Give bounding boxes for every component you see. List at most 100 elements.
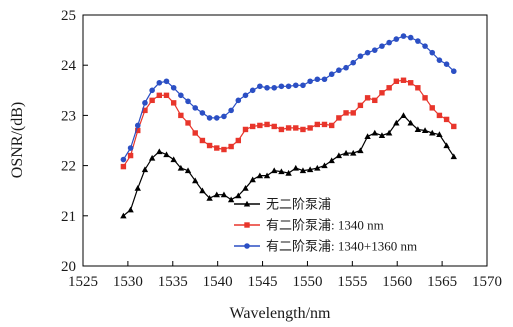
- x-tick-label: 1530: [113, 274, 143, 290]
- data-point: [163, 151, 170, 158]
- data-point: [407, 119, 414, 126]
- data-point: [415, 85, 421, 91]
- data-point: [192, 130, 198, 136]
- data-point: [278, 126, 285, 133]
- data-point: [271, 84, 278, 91]
- data-point: [127, 152, 134, 159]
- data-point: [306, 166, 314, 173]
- data-point: [443, 142, 450, 149]
- data-point: [357, 147, 364, 154]
- data-point: [292, 82, 299, 89]
- data-point: [213, 191, 220, 198]
- data-point: [264, 121, 270, 128]
- plot-border: [82, 14, 488, 267]
- data-point: [149, 97, 155, 104]
- data-point: [321, 121, 328, 128]
- y-tick-label: 21: [61, 209, 76, 225]
- data-point: [335, 152, 343, 159]
- data-point: [127, 145, 134, 151]
- x-tick-label: 1570: [472, 274, 502, 290]
- data-point: [228, 107, 234, 114]
- data-point: [156, 148, 163, 155]
- data-point: [120, 156, 127, 163]
- data-point: [156, 79, 163, 86]
- data-point: [364, 49, 371, 56]
- data-point: [379, 43, 385, 49]
- data-point: [206, 142, 213, 149]
- data-point: [256, 172, 264, 179]
- data-point: [135, 127, 141, 134]
- data-point: [343, 64, 349, 71]
- data-point: [314, 121, 321, 128]
- x-tick-label: 1540: [203, 274, 233, 290]
- data-point: [421, 127, 429, 134]
- data-point: [350, 149, 357, 156]
- legend-item-1: 有二阶泵浦: 1340 nm: [234, 218, 384, 233]
- data-point: [134, 122, 141, 129]
- data-point: [249, 123, 256, 130]
- data-point: [451, 123, 457, 130]
- data-point: [385, 129, 393, 136]
- legend-item-0: 无二阶泵浦: [234, 197, 331, 212]
- legend-label: 有二阶泵浦: 1340+1360 nm: [266, 239, 417, 254]
- data-point: [148, 154, 156, 161]
- data-point: [422, 95, 428, 101]
- legend-label: 有二阶泵浦: 1340 nm: [266, 218, 384, 233]
- data-point: [206, 115, 213, 121]
- y-tick-label: 24: [61, 58, 77, 74]
- data-point: [350, 110, 356, 116]
- data-point: [249, 87, 256, 94]
- data-point: [178, 112, 184, 119]
- data-point: [199, 137, 206, 144]
- data-point: [328, 122, 335, 129]
- data-point: [292, 164, 299, 171]
- data-point: [221, 146, 227, 153]
- data-point: [257, 122, 263, 129]
- data-point: [300, 126, 306, 133]
- y-tick-label: 25: [61, 8, 76, 24]
- data-point: [285, 169, 292, 176]
- data-point: [235, 137, 242, 144]
- series-0: [120, 112, 457, 219]
- data-point: [163, 78, 170, 85]
- legend-marker: [243, 200, 251, 207]
- data-point: [450, 68, 457, 75]
- data-point: [242, 126, 249, 133]
- data-point: [299, 167, 307, 174]
- y-tick-label: 20: [61, 259, 76, 275]
- data-point: [372, 97, 378, 104]
- data-point: [214, 145, 220, 151]
- data-point: [235, 192, 242, 199]
- data-point: [177, 164, 185, 171]
- x-tick-label: 1525: [68, 274, 98, 290]
- data-point: [314, 164, 321, 171]
- data-point: [393, 119, 400, 126]
- data-point: [242, 184, 249, 191]
- data-point: [142, 100, 148, 106]
- data-point: [278, 168, 285, 175]
- legend-item-2: 有二阶泵浦: 1340+1360 nm: [234, 239, 417, 254]
- data-point: [371, 47, 378, 53]
- y-axis-label: OSNR/(dB): [9, 102, 26, 178]
- series-2: [120, 33, 457, 163]
- data-point: [120, 212, 127, 219]
- series-1: [120, 77, 457, 170]
- data-point: [407, 34, 414, 41]
- data-point: [249, 176, 256, 183]
- data-point: [192, 105, 199, 111]
- data-point: [149, 87, 155, 94]
- data-point: [264, 84, 270, 91]
- data-point: [227, 196, 235, 203]
- legend-marker: [244, 222, 250, 228]
- legend-label: 无二阶泵浦: [266, 197, 331, 212]
- data-point: [443, 116, 450, 123]
- data-point: [307, 125, 313, 131]
- data-point: [379, 90, 385, 96]
- data-point: [386, 39, 392, 46]
- data-point: [436, 131, 443, 138]
- y-tick-label: 22: [61, 159, 76, 175]
- data-point: [221, 113, 227, 120]
- data-point: [443, 61, 450, 67]
- data-point: [400, 112, 407, 118]
